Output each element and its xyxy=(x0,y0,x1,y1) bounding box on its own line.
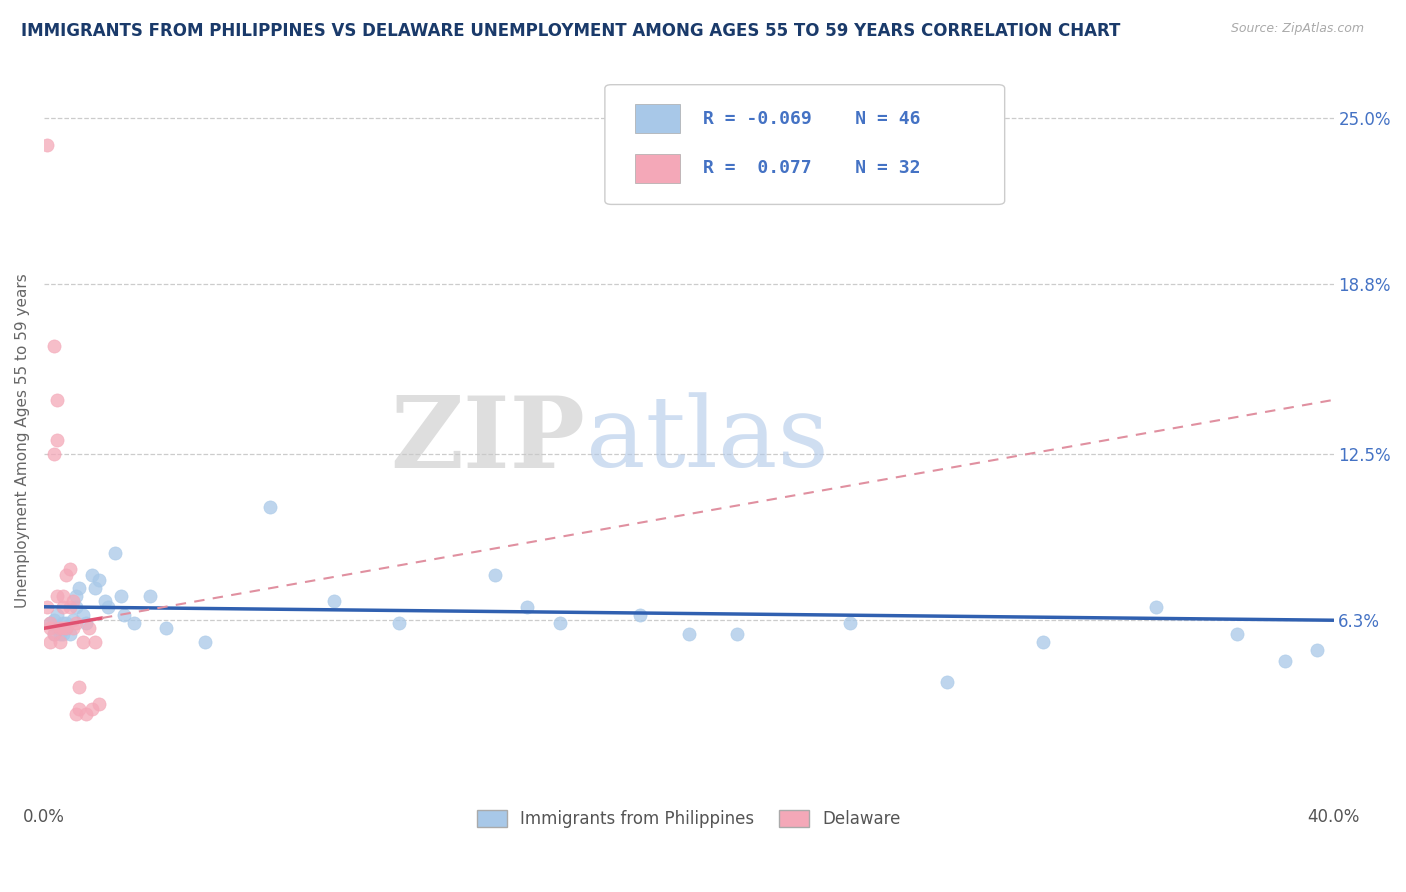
Point xyxy=(725,626,748,640)
Point xyxy=(387,615,409,630)
Point xyxy=(323,594,346,608)
Point xyxy=(55,621,77,635)
Point xyxy=(104,546,127,560)
Point xyxy=(42,626,65,640)
Point xyxy=(49,626,72,640)
Point xyxy=(62,621,84,635)
FancyBboxPatch shape xyxy=(634,153,679,183)
Point xyxy=(87,697,110,711)
Point xyxy=(39,621,62,635)
Point xyxy=(838,615,860,630)
Point xyxy=(62,613,84,627)
Point xyxy=(59,626,82,640)
Point xyxy=(94,594,117,608)
Point xyxy=(110,589,132,603)
Point xyxy=(65,707,87,722)
Point xyxy=(678,626,700,640)
Point xyxy=(37,599,59,614)
Point xyxy=(484,567,506,582)
Point xyxy=(55,621,77,635)
Point xyxy=(49,621,72,635)
Point xyxy=(52,621,75,635)
Point xyxy=(72,607,94,622)
Point xyxy=(87,573,110,587)
Point xyxy=(55,615,77,630)
Text: R = -0.069    N = 46: R = -0.069 N = 46 xyxy=(703,110,921,128)
Point xyxy=(59,562,82,576)
Text: ZIP: ZIP xyxy=(391,392,585,489)
Point xyxy=(39,615,62,630)
Point xyxy=(194,634,217,648)
Point xyxy=(49,634,72,648)
Text: IMMIGRANTS FROM PHILIPPINES VS DELAWARE UNEMPLOYMENT AMONG AGES 55 TO 59 YEARS C: IMMIGRANTS FROM PHILIPPINES VS DELAWARE … xyxy=(21,22,1121,40)
Point xyxy=(42,613,65,627)
Point xyxy=(67,681,90,695)
Point xyxy=(52,626,75,640)
Point xyxy=(548,615,571,630)
Point xyxy=(45,433,67,447)
Point xyxy=(1274,654,1296,668)
Point xyxy=(42,447,65,461)
Point xyxy=(49,621,72,635)
Point xyxy=(935,675,957,690)
Point xyxy=(52,599,75,614)
Text: Source: ZipAtlas.com: Source: ZipAtlas.com xyxy=(1230,22,1364,36)
Point xyxy=(45,392,67,407)
Point xyxy=(155,621,177,635)
Point xyxy=(72,634,94,648)
FancyBboxPatch shape xyxy=(634,104,679,133)
Point xyxy=(75,615,97,630)
Point xyxy=(55,567,77,582)
Point xyxy=(65,589,87,603)
Point xyxy=(52,589,75,603)
Point xyxy=(39,615,62,630)
Point xyxy=(65,599,87,614)
Point xyxy=(39,634,62,648)
Point xyxy=(628,607,651,622)
Point xyxy=(52,615,75,630)
Point xyxy=(259,500,281,515)
Point xyxy=(65,615,87,630)
Point xyxy=(45,589,67,603)
Point xyxy=(82,567,104,582)
Point xyxy=(1032,634,1054,648)
Point xyxy=(1144,599,1167,614)
Point xyxy=(1226,626,1249,640)
Point xyxy=(62,594,84,608)
Text: atlas: atlas xyxy=(585,392,828,488)
Point xyxy=(84,581,107,595)
Point xyxy=(1306,642,1329,657)
Point xyxy=(42,339,65,353)
Point xyxy=(77,621,100,635)
Point xyxy=(45,607,67,622)
Point xyxy=(82,702,104,716)
Point xyxy=(122,615,145,630)
Point xyxy=(67,702,90,716)
Point xyxy=(516,599,538,614)
FancyBboxPatch shape xyxy=(605,85,1005,204)
Point xyxy=(67,581,90,595)
Point xyxy=(37,137,59,152)
Legend: Immigrants from Philippines, Delaware: Immigrants from Philippines, Delaware xyxy=(470,803,907,835)
Text: R =  0.077    N = 32: R = 0.077 N = 32 xyxy=(703,159,921,178)
Point xyxy=(45,621,67,635)
Point xyxy=(59,599,82,614)
Point xyxy=(97,599,120,614)
Y-axis label: Unemployment Among Ages 55 to 59 years: Unemployment Among Ages 55 to 59 years xyxy=(15,273,30,607)
Point xyxy=(114,607,136,622)
Point xyxy=(84,634,107,648)
Point xyxy=(139,589,162,603)
Point xyxy=(75,707,97,722)
Point xyxy=(42,626,65,640)
